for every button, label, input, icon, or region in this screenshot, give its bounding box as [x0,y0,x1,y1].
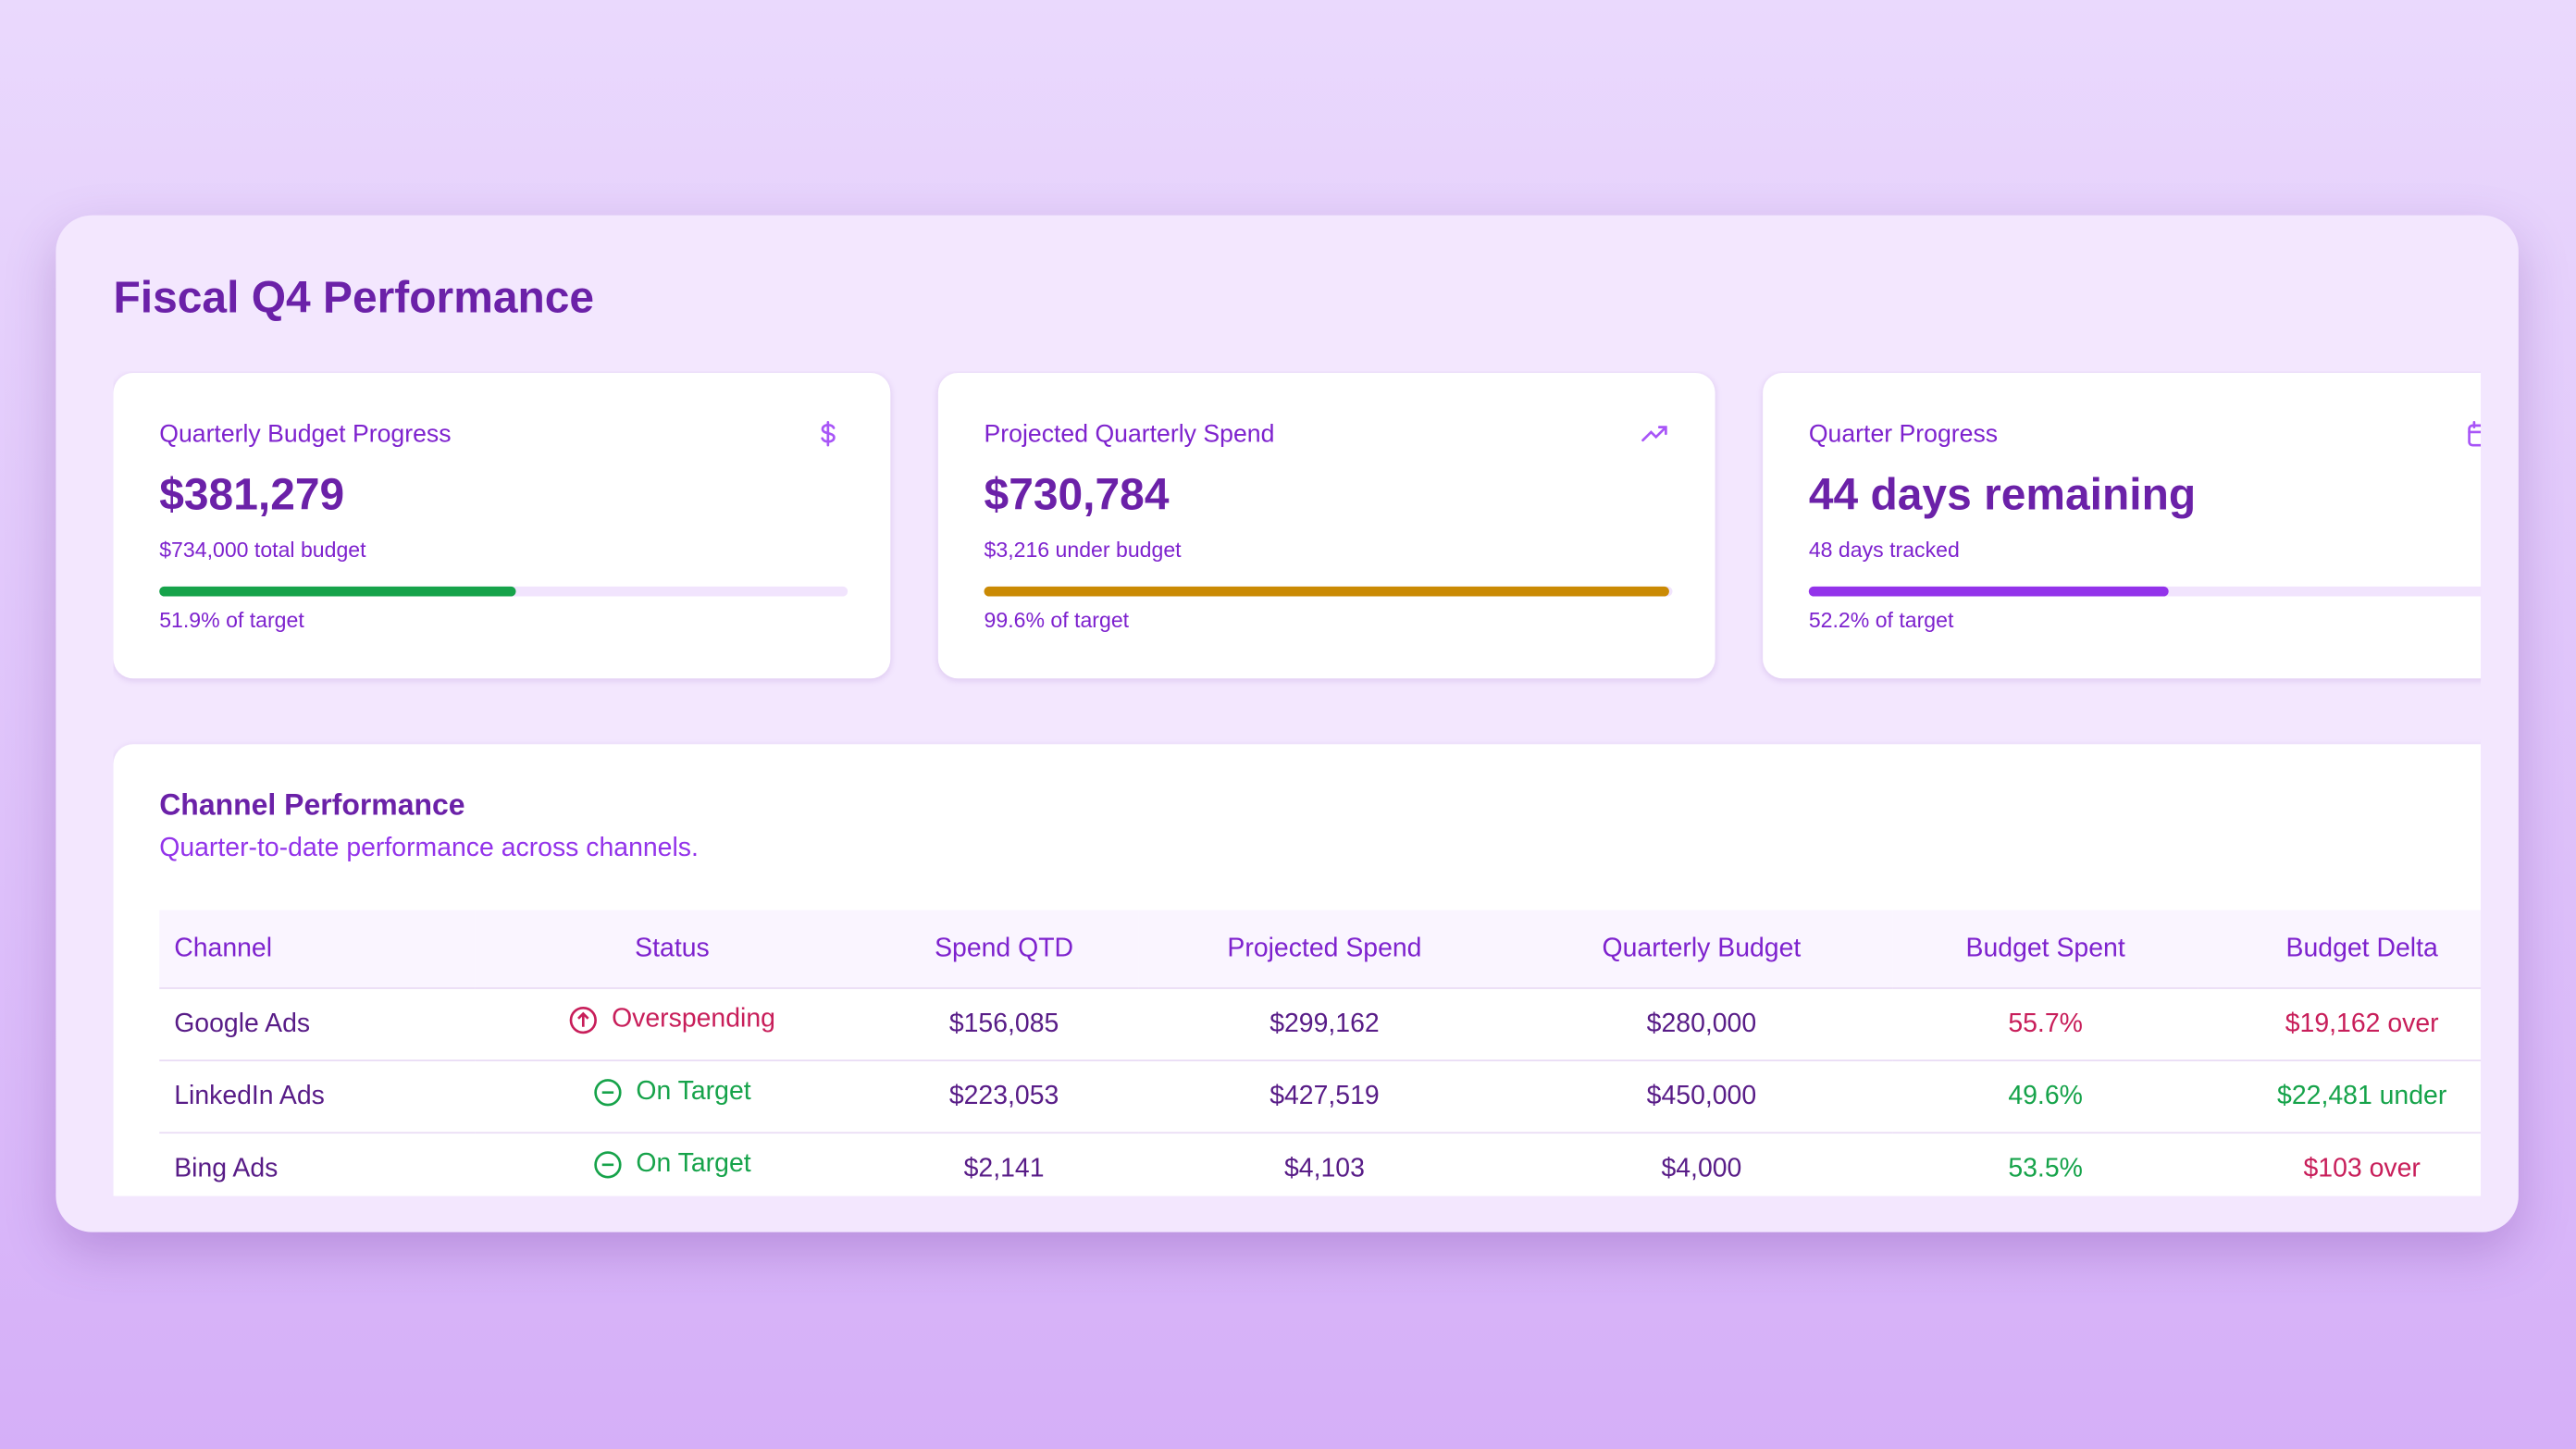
table-row: Bing Ads On Target $2,141 $4,103 $4,000 53.5%… [159,1133,2482,1196]
status: On Target [593,1149,751,1180]
progress-label: 99.6% of target [984,607,1130,633]
table: Channel Status Spend QTD Projected Spend Qua… [159,910,2482,1196]
table-cell: $299,162 [1137,987,1511,1061]
table-cell: On Target [474,1133,871,1196]
table-cell: $4,103 [1137,1133,1511,1196]
cell-text: 53.5% [2008,1154,2083,1183]
card-subtext: $734,000 total budget [159,537,366,563]
column-header: Budget Spent [1891,910,2199,989]
cell-text: $156,085 [948,1009,1059,1038]
table-card: Channel Performance Quarter-to-date perf… [113,744,2482,1196]
cell-text: Google Ads [174,1009,311,1038]
table-cell: $103 over [2198,1133,2482,1196]
table-cell: Overspending [474,987,871,1061]
panel: Fiscal Q4 Performance Quarterly Budget P… [56,215,2519,1232]
table-title: Channel Performance [159,788,465,822]
status-icon [594,1151,622,1179]
table-cell: $22,481 under [2198,1060,2482,1134]
cell-text: $4,103 [1284,1154,1365,1183]
cell-text: LinkedIn Ads [174,1082,325,1110]
card-icon [2468,420,2482,447]
cell-text: $427,519 [1269,1082,1380,1110]
table-cell: $156,085 [870,987,1138,1061]
cell-text: $2,141 [963,1154,1045,1183]
table-cell: LinkedIn Ads [159,1060,475,1134]
card-subtext: 48 days tracked [1808,537,1960,563]
status-text: On Target [636,1077,751,1106]
table-row: LinkedIn Ads On Target $223,053 $427,519 $45… [159,1060,2482,1134]
card-value: $381,279 [159,469,345,520]
status: On Target [593,1077,751,1108]
table-subtitle: Quarter-to-date performance across chann… [159,834,699,863]
table-cell: $4,000 [1510,1133,1892,1196]
cell-text: $223,053 [948,1082,1059,1110]
progress-label: 52.2% of target [1808,607,1954,633]
cell-text: 49.6% [2008,1082,2083,1110]
table-cell: $2,141 [870,1133,1138,1196]
kpi-card: Quarter Progress 44 days remaining 48 days… [1763,373,2482,679]
table-cell: 49.6% [1891,1060,2199,1134]
status-icon [570,1006,598,1034]
table-cell: 55.7% [1891,987,2199,1061]
cell-text: $22,481 under [2277,1082,2447,1110]
card-subtext: $3,216 under budget [984,537,1182,563]
cell-text: $450,000 [1646,1082,1757,1110]
card-icon [821,420,836,447]
column-header: Budget Delta [2198,910,2482,989]
status: Overspending [569,1006,775,1035]
header-row: Channel Status Spend QTD Projected Spend Qua… [159,910,2482,989]
cell-text: $103 over [2303,1154,2421,1183]
table-cell: $280,000 [1510,987,1892,1061]
progress-track [159,586,848,597]
table-cell: Bing Ads [159,1133,475,1196]
card-label: Projected Quarterly Spend [984,420,1275,449]
cell-text: 55.7% [2008,1009,2083,1038]
progress-bar [159,586,517,597]
cell-text: $280,000 [1646,1009,1757,1038]
table-cell: $427,519 [1137,1060,1511,1134]
card-label: Quarter Progress [1808,420,1999,449]
column-header: Spend QTD [870,910,1138,989]
progress-track [1808,586,2482,597]
cell-text: $4,000 [1661,1154,1742,1183]
card-icon [1641,426,1667,442]
column-header: Channel [159,910,475,989]
cell-text: Bing Ads [174,1154,279,1183]
table-cell: $223,053 [870,1060,1138,1134]
column-header: Quarterly Budget [1510,910,1892,989]
cell-text: $19,162 over [2285,1009,2439,1038]
progress-bar [1808,586,2169,597]
card-value: 44 days remaining [1808,469,2197,520]
progress-track [984,586,1673,597]
table-body: Google Ads Overspending $156,085 $299,162 $2… [159,987,2482,1196]
column-header: Status [474,910,871,989]
cell-text: $299,162 [1269,1009,1380,1038]
content: Quarterly Budget Progress $381,279 $734,00… [113,371,2482,1196]
table-cell: On Target [474,1060,871,1134]
table-cell: $450,000 [1510,1060,1892,1134]
kpi-card: Quarterly Budget Progress $381,279 $734,00… [113,373,891,679]
status-text: Overspending [612,1005,775,1034]
card-value: $730,784 [984,469,1170,520]
card-label: Quarterly Budget Progress [159,420,452,449]
column-header: Projected Spend [1137,910,1511,989]
status-icon [594,1079,622,1107]
progress-label: 51.9% of target [159,607,304,633]
table-cell: 53.5% [1891,1133,2199,1196]
page-title: Fiscal Q4 Performance [113,272,595,322]
table-cell: Google Ads [159,987,475,1061]
status-text: On Target [636,1149,751,1179]
kpi-card: Projected Quarterly Spend $730,784 $3,216 … [937,373,1715,679]
table-cell: $19,162 over [2198,987,2482,1061]
progress-bar [984,586,1670,597]
table-row: Google Ads Overspending $156,085 $299,162 $2… [159,987,2482,1061]
